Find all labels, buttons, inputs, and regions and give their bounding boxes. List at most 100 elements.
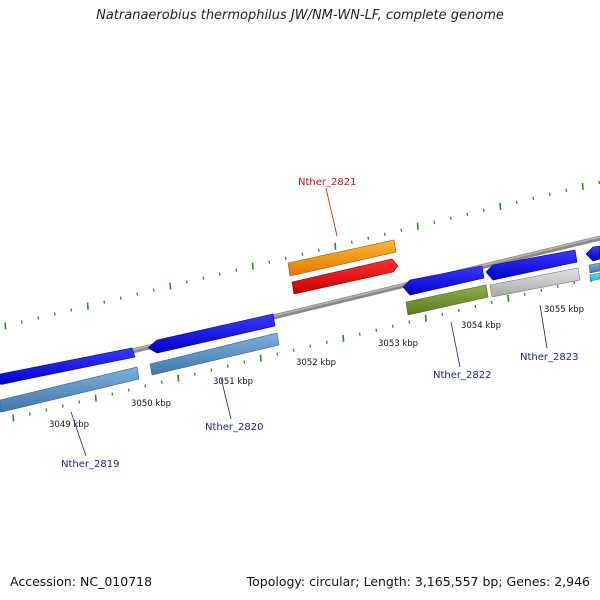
- kbp-label-3053: 3053 kbp: [378, 339, 418, 349]
- genome-summary-text: Topology: circular; Length: 3,165,557 bp…: [246, 574, 590, 589]
- tick-mark-minor: [540, 288, 543, 293]
- kbp-label-3052: 3052 kbp: [296, 358, 336, 368]
- tick-mark-minor: [400, 228, 403, 232]
- tick-mark-minor: [548, 192, 551, 197]
- gene-nther-2819[interactable]: [0, 347, 136, 385]
- tick-mark-minor: [28, 412, 31, 416]
- cds-nther-2821[interactable]: [291, 258, 399, 295]
- tick-mark-minor: [325, 340, 328, 344]
- tick-mark-minor: [482, 208, 485, 212]
- tick-mark-minor: [20, 320, 23, 324]
- tick-mark-minor: [375, 328, 378, 332]
- upper-tick-row: [4, 180, 600, 330]
- tick-mark-major: [94, 394, 97, 402]
- tick-mark-minor: [358, 332, 361, 336]
- tick-mark-minor: [185, 280, 188, 284]
- tick-mark-major: [507, 294, 510, 302]
- tick-mark-minor: [210, 368, 213, 372]
- gene-nther-2820[interactable]: [147, 313, 276, 354]
- gene-label-nther-2823[interactable]: Nther_2823: [520, 352, 578, 363]
- tick-mark-minor: [136, 292, 139, 296]
- tick-mark-major: [334, 242, 337, 250]
- tick-mark-minor: [317, 248, 320, 252]
- tick-mark-major: [342, 334, 345, 342]
- tick-mark-minor: [391, 324, 394, 328]
- tick-mark-minor: [449, 216, 452, 220]
- tick-mark-minor: [103, 300, 106, 304]
- tick-mark-minor: [202, 276, 205, 280]
- tick-mark-minor: [226, 364, 229, 368]
- tick-mark-minor: [565, 188, 568, 193]
- tick-mark-minor: [144, 384, 147, 388]
- tick-mark-minor: [78, 400, 81, 404]
- tick-mark-minor: [466, 212, 469, 216]
- tick-mark-minor: [383, 232, 386, 236]
- leader-nther-2822: [450, 321, 461, 368]
- accession-text: Accession: NC_010718: [10, 574, 153, 589]
- gene-label-nther-2819[interactable]: Nther_2819: [61, 459, 119, 470]
- tick-mark-major: [424, 314, 427, 322]
- genome-title: Natranaerobius thermophilus JW/NM-WN-LF,…: [96, 8, 504, 23]
- leader-nther-2821: [325, 187, 338, 237]
- cds-nther-2820[interactable]: [149, 332, 280, 376]
- tick-mark-major: [177, 374, 180, 382]
- tick-mark-major: [4, 322, 7, 330]
- tick-mark-major: [86, 302, 89, 310]
- tick-mark-major: [169, 282, 172, 290]
- leader-nther-2820: [220, 377, 232, 420]
- cds-partial-right-steel[interactable]: [588, 262, 600, 274]
- tick-mark-minor: [523, 292, 526, 297]
- tick-mark-minor: [301, 252, 304, 256]
- kbp-label-3050: 3050 kbp: [131, 399, 171, 409]
- tick-mark-minor: [408, 320, 411, 324]
- tick-mark-minor: [45, 408, 48, 412]
- gene-nther-2821[interactable]: [287, 239, 397, 277]
- tick-mark-minor: [284, 256, 287, 260]
- tick-mark-minor: [160, 380, 163, 384]
- tick-mark-minor: [309, 344, 312, 348]
- tick-mark-minor: [350, 240, 353, 244]
- cds-nther-2819[interactable]: [0, 366, 140, 413]
- tick-mark-minor: [243, 360, 246, 364]
- kbp-label-3054: 3054 kbp: [461, 321, 501, 331]
- leader-nther-2819: [70, 411, 87, 457]
- tick-mark-minor: [127, 388, 130, 392]
- tick-mark-major: [259, 354, 262, 362]
- tick-mark-minor: [433, 220, 436, 224]
- tick-mark-minor: [292, 348, 295, 352]
- tick-mark-minor: [367, 236, 370, 240]
- tick-mark-minor: [556, 284, 559, 289]
- tick-mark-major: [499, 202, 502, 210]
- tick-mark-minor: [532, 196, 535, 201]
- tick-mark-minor: [53, 312, 56, 316]
- cds-partial-right-cyan[interactable]: [589, 272, 600, 282]
- tick-mark-minor: [441, 312, 444, 316]
- cds-nther-2822[interactable]: [405, 284, 489, 316]
- lower-tick-row: [12, 274, 592, 422]
- gene-nther-2822[interactable]: [402, 265, 485, 296]
- tick-mark-major: [581, 182, 584, 191]
- tick-mark-major: [251, 262, 254, 270]
- tick-mark-minor: [268, 260, 271, 264]
- tick-mark-minor: [515, 200, 518, 205]
- tick-mark-minor: [111, 392, 114, 396]
- tick-mark-major: [416, 222, 419, 230]
- cds-nther-2823[interactable]: [489, 267, 581, 298]
- tick-mark-minor: [474, 304, 477, 308]
- gene-nther-2823[interactable]: [485, 249, 578, 281]
- tick-mark-minor: [119, 296, 122, 300]
- leader-nther-2823: [539, 304, 548, 349]
- tick-mark-minor: [193, 372, 196, 376]
- gene-label-nther-2822[interactable]: Nther_2822: [433, 370, 491, 381]
- kbp-label-3055: 3055 kbp: [544, 305, 584, 315]
- tick-mark-minor: [70, 308, 73, 312]
- tick-mark-minor: [457, 308, 460, 312]
- gene-partial-right[interactable]: [585, 245, 600, 262]
- tick-mark-minor: [152, 288, 155, 292]
- gene-label-nther-2820[interactable]: Nther_2820: [205, 422, 263, 433]
- tick-mark-major: [12, 414, 15, 422]
- tick-mark-minor: [218, 272, 221, 276]
- tick-mark-minor: [490, 300, 493, 304]
- gene-label-nther-2821[interactable]: Nther_2821: [298, 177, 356, 188]
